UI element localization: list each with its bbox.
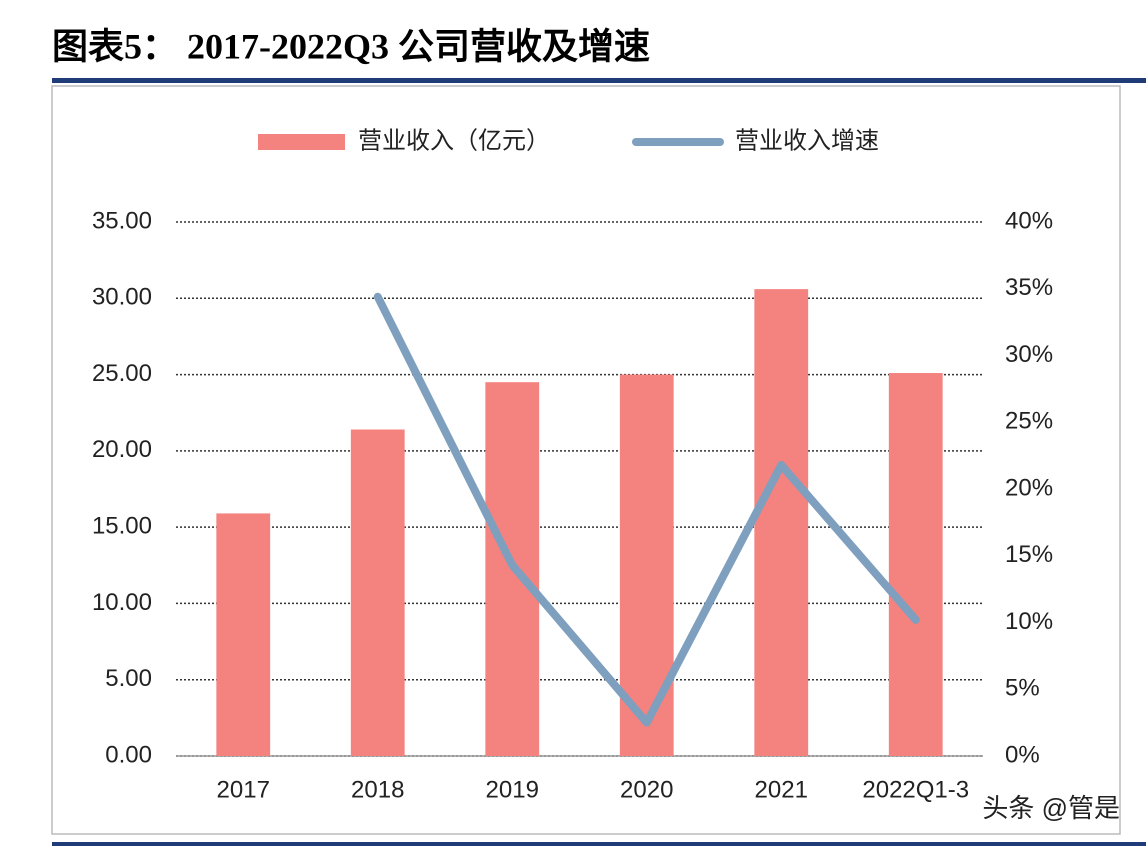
watermark: 头条 @管是 <box>982 793 1120 823</box>
bottom-rule <box>52 842 1146 846</box>
y-tick-label: 20.00 <box>92 436 152 463</box>
line <box>373 292 920 727</box>
x-tick-label: 2021 <box>755 776 808 803</box>
x-tick-label: 2018 <box>351 776 404 803</box>
y2-tick-label: 30% <box>1005 341 1053 368</box>
y-tick-label: 25.00 <box>92 360 152 387</box>
title-rule <box>52 78 1146 83</box>
x-tick-label: 2017 <box>217 776 270 803</box>
y-tick-label: 15.00 <box>92 512 152 539</box>
y2-tick-label: 15% <box>1005 541 1053 568</box>
bar <box>754 289 809 756</box>
x-tick-label: 2020 <box>620 776 673 803</box>
bar <box>216 513 271 756</box>
x-tick-label: 2022Q1-3 <box>862 776 969 803</box>
y2-tick-label: 20% <box>1005 474 1053 501</box>
y2-tick-label: 10% <box>1005 608 1053 635</box>
legend-swatch <box>258 134 345 150</box>
bar <box>350 429 405 756</box>
x-tick-label: 2019 <box>486 776 539 803</box>
y-tick-label: 30.00 <box>92 284 152 311</box>
chart-title: 图表5： 2017-2022Q3 公司营收及增速 <box>52 26 650 66</box>
legend-label: 营业收入（亿元） <box>358 127 550 154</box>
y2-tick-label: 0% <box>1005 741 1040 768</box>
y-tick-label: 5.00 <box>105 665 152 692</box>
chart-frame <box>51 85 1121 835</box>
y2-tick-label: 5% <box>1005 675 1040 702</box>
y-tick-label: 10.00 <box>92 589 152 616</box>
legend-label: 营业收入增速 <box>735 127 879 154</box>
y-tick-label: 0.00 <box>105 741 152 768</box>
bar <box>888 373 943 756</box>
y2-tick-label: 25% <box>1005 408 1053 435</box>
y-tick-label: 35.00 <box>92 207 152 234</box>
y2-tick-label: 35% <box>1005 274 1053 301</box>
y2-tick-label: 40% <box>1005 207 1053 234</box>
